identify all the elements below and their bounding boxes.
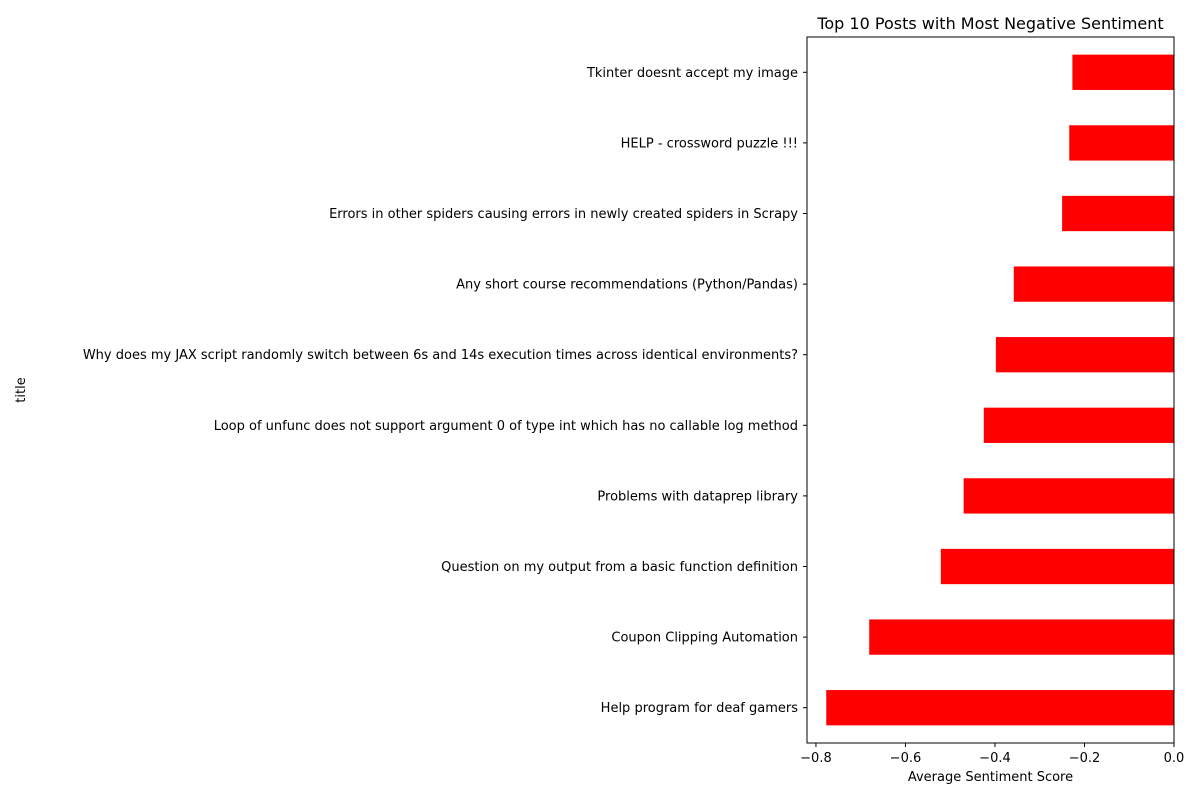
y-tick-label: HELP - crossword puzzle !!!	[621, 136, 798, 151]
bar	[1069, 125, 1174, 161]
y-tick-label: Why does my JAX script randomly switch b…	[83, 348, 798, 363]
bar	[940, 548, 1174, 585]
x-axis-label: Average Sentiment Score	[908, 770, 1073, 785]
x-tick-label: 0.0	[1164, 751, 1185, 766]
bar	[995, 337, 1174, 373]
x-tick-label: −0.4	[979, 751, 1011, 766]
y-tick-label: Problems with dataprep library	[597, 489, 798, 504]
bars-layer	[826, 54, 1174, 726]
plot-frame	[806, 36, 1175, 744]
y-axis-label: title	[14, 377, 29, 402]
bar	[983, 407, 1174, 443]
y-tick-label: Coupon Clipping Automation	[611, 631, 798, 646]
bar	[1072, 54, 1174, 90]
y-tick-label: Help program for deaf gamers	[601, 701, 799, 716]
bar	[963, 478, 1174, 514]
bar	[1013, 266, 1174, 302]
y-tick-label: Question on my output from a basic funct…	[441, 560, 798, 575]
x-tick-label: −0.2	[1069, 751, 1101, 766]
y-ticks-layer: Tkinter doesnt accept my image HELP - cro…	[83, 66, 807, 716]
x-tick-label: −0.8	[800, 751, 832, 766]
y-tick-label: Tkinter doesnt accept my image	[586, 66, 798, 81]
bar	[1062, 195, 1174, 232]
chart-title: Top 10 Posts with Most Negative Sentimen…	[816, 14, 1163, 33]
y-tick-label: Any short course recommendations (Python…	[456, 278, 798, 293]
bar	[869, 619, 1174, 655]
bar	[826, 690, 1174, 726]
x-ticks-layer: −0.8 −0.6 −0.4 −0.2 0.0	[800, 743, 1184, 766]
y-tick-label: Loop of unfunc does not support argument…	[214, 419, 798, 434]
x-tick-label: −0.6	[890, 751, 922, 766]
y-tick-label: Errors in other spiders causing errors i…	[329, 207, 798, 222]
